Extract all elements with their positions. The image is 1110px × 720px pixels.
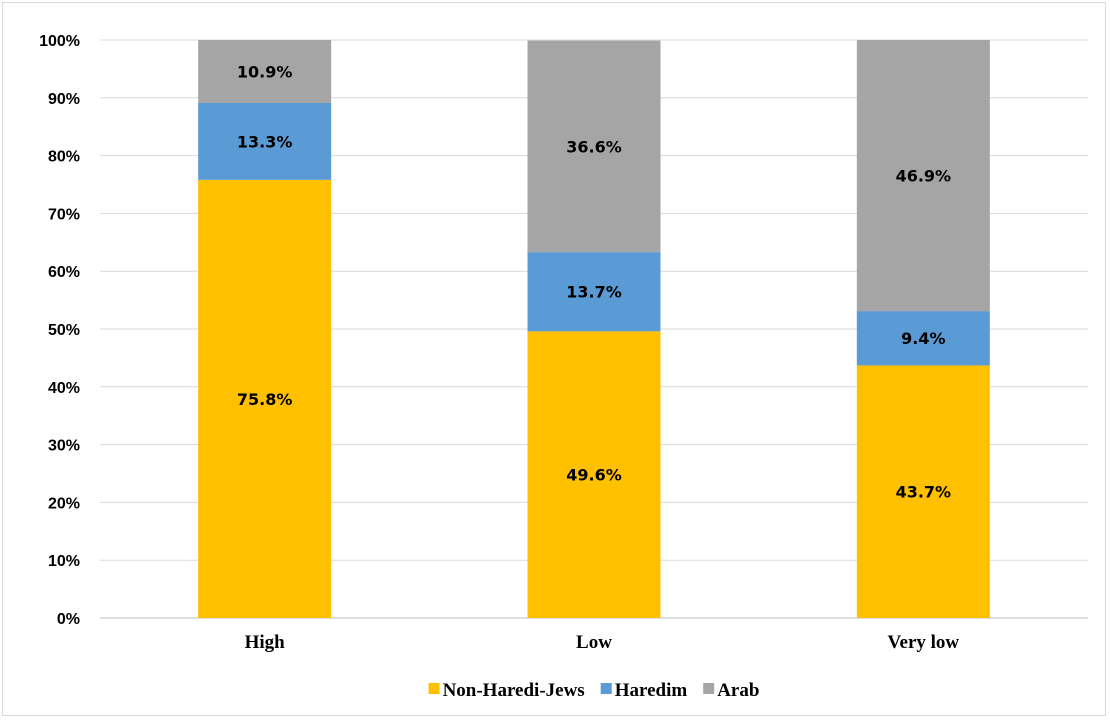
- legend-swatch: [428, 683, 440, 694]
- y-tick-label: 40%: [48, 380, 80, 397]
- bar-segment: [527, 40, 661, 253]
- legend-label: Non-Haredi-Jews: [443, 680, 585, 701]
- data-label: 43.7%: [896, 483, 952, 502]
- data-label: 13.3%: [237, 132, 293, 151]
- data-label: 46.9%: [896, 167, 952, 186]
- bar-segment: [527, 252, 661, 332]
- bar-segment: [198, 179, 332, 618]
- data-label: 9.4%: [901, 329, 945, 348]
- x-tick-label: Low: [576, 632, 612, 653]
- y-tick-label: 60%: [48, 264, 80, 281]
- y-tick-label: 80%: [48, 149, 80, 166]
- bars: 75.8% 13.3% 10.9% 49.6% 13.7% 36.6% 43.7% 9.4% 4…: [198, 40, 990, 618]
- y-tick-label: 30%: [48, 438, 80, 455]
- legend-swatch: [600, 683, 612, 694]
- y-tick-label: 0%: [57, 611, 80, 628]
- legend: Non-Haredi-Jews Haredim Arab: [428, 680, 759, 701]
- legend-label: Arab: [717, 680, 759, 701]
- x-tick-label: High: [245, 632, 286, 653]
- x-axis: High Low Very low: [245, 632, 960, 653]
- bar-segment: [856, 40, 990, 312]
- y-tick-label: 10%: [48, 553, 80, 570]
- y-tick-label: 90%: [48, 91, 80, 108]
- data-label: 10.9%: [237, 63, 293, 82]
- legend-swatch: [703, 683, 715, 694]
- bar-segment: [198, 40, 332, 104]
- bar-segment: [856, 311, 990, 366]
- bar-segment: [527, 331, 661, 618]
- bar-segment: [198, 103, 332, 180]
- legend-label: Haredim: [615, 680, 688, 701]
- y-tick-label: 100%: [39, 33, 80, 50]
- y-tick-label: 70%: [48, 206, 80, 223]
- y-axis: 0% 10% 20% 30% 40% 50% 60% 70% 80% 90% 100%: [39, 33, 80, 628]
- y-tick-label: 50%: [48, 322, 80, 339]
- data-label: 75.8%: [237, 390, 293, 409]
- bar-segment: [856, 365, 990, 618]
- y-tick-label: 20%: [48, 495, 80, 512]
- data-label: 49.6%: [566, 466, 622, 485]
- x-tick-label: Very low: [888, 632, 960, 653]
- data-label: 36.6%: [566, 137, 622, 156]
- data-label: 13.7%: [566, 283, 622, 302]
